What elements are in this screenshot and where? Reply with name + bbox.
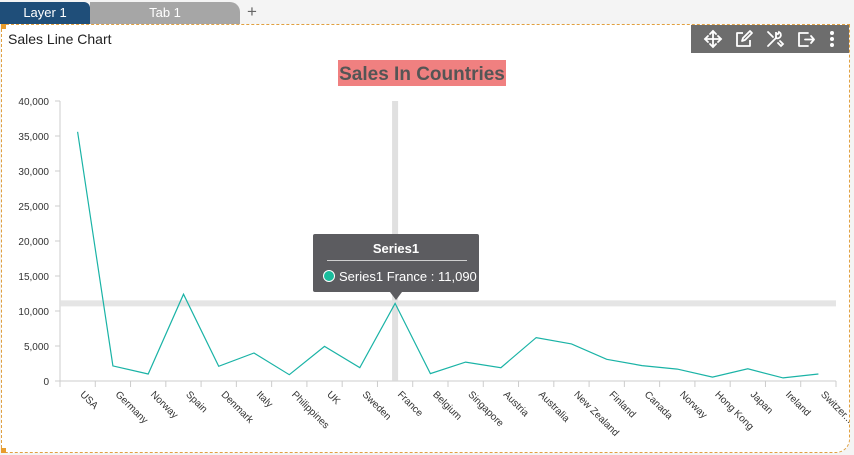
tooltip-text: Series1 France : 11,090 — [339, 269, 477, 284]
y-tick-label: 30,000 — [18, 167, 49, 178]
series-dot-icon — [323, 270, 335, 282]
export-icon[interactable] — [796, 29, 816, 49]
tooltip-body: Series1 France : 11,090 — [323, 269, 477, 284]
x-tick-label: Switzer... — [818, 389, 854, 425]
x-tick-label: France — [395, 389, 425, 419]
y-tick-label: 35,000 — [18, 132, 49, 143]
y-tick-label: 20,000 — [18, 237, 49, 248]
x-tick-label: Japan — [748, 389, 775, 416]
more-icon[interactable] — [827, 29, 837, 49]
y-tick-label: 15,000 — [18, 272, 49, 283]
x-tick-label: Belgium — [430, 389, 463, 422]
x-tick-label: Denmark — [219, 389, 256, 426]
y-tick-label: 0 — [43, 377, 49, 388]
panel-title: Sales Line Chart — [8, 31, 112, 47]
chart-tooltip: Series1 Series1 France : 11,090 — [313, 234, 479, 300]
x-tick-label: Italy — [254, 389, 275, 410]
resize-handle[interactable] — [1, 448, 6, 453]
move-icon[interactable] — [703, 29, 723, 49]
edit-icon[interactable] — [734, 29, 754, 49]
x-tick-label: Sweden — [360, 389, 393, 422]
x-tick-label: Ireland — [783, 389, 812, 418]
tab-tab-1[interactable]: Tab 1 — [90, 2, 240, 24]
x-tick-label: Spain — [183, 389, 209, 415]
x-tick-label: Norway — [148, 389, 180, 421]
series-line — [77, 131, 819, 379]
x-tick-label: Australia — [536, 389, 572, 425]
x-tick-label: Germany — [113, 389, 150, 426]
add-tab-button[interactable]: + — [247, 2, 257, 21]
chart-title: Sales In Countries — [339, 64, 505, 85]
tooltip-divider — [327, 260, 467, 261]
resize-handle[interactable] — [1, 24, 6, 29]
x-tick-label: USA — [78, 389, 101, 412]
y-tick-label: 40,000 — [18, 97, 49, 108]
x-tick-label: Singapore — [466, 389, 506, 429]
tab-layer-1[interactable]: Layer 1 — [0, 2, 90, 24]
tooltip-arrow — [390, 292, 402, 300]
tooltip-title: Series1 — [372, 241, 420, 256]
tab-bar: Layer 1 Tab 1 + — [0, 0, 854, 24]
panel-toolbar — [691, 25, 849, 53]
y-tick-label: 10,000 — [18, 307, 49, 318]
x-tick-label: UK — [324, 389, 342, 407]
crosshair-horizontal — [60, 300, 836, 307]
x-tick-label: Canada — [642, 389, 675, 422]
x-tick-label: Norway — [677, 389, 709, 421]
x-tick-label: Finland — [607, 389, 638, 420]
y-tick-label: 5,000 — [24, 342, 49, 353]
tools-icon[interactable] — [765, 29, 785, 49]
y-tick-label: 25,000 — [18, 202, 49, 213]
chart-title-background — [338, 60, 506, 86]
x-tick-label: Austria — [501, 389, 531, 419]
